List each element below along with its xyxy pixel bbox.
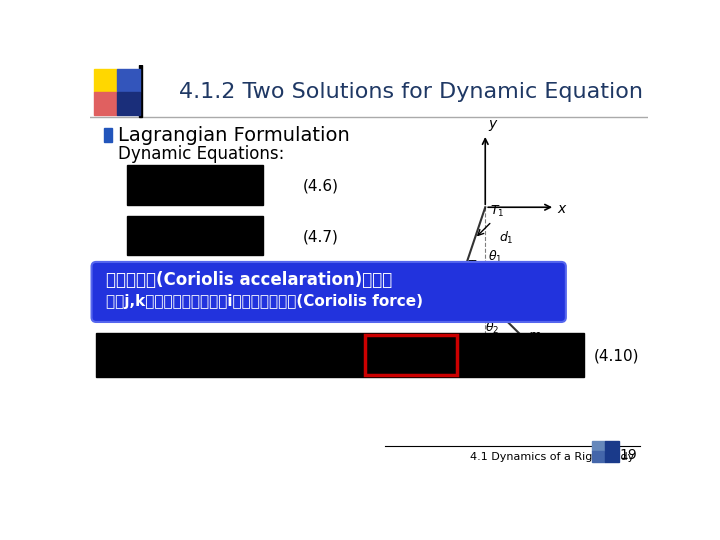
Bar [117,69,140,92]
Bar [606,441,618,451]
Text: 关节j,k的速度引起的在关节i上产生的哥氏力(Coriolis force): 关节j,k的速度引起的在关节i上产生的哥氏力(Coriolis force) [106,294,423,309]
Bar [127,165,263,205]
Text: $m_1$: $m_1$ [466,269,485,282]
Text: $T_1$: $T_1$ [490,204,505,219]
Bar [104,128,112,142]
Bar [117,92,140,115]
Text: $m_2$: $m_2$ [528,330,546,344]
Text: $(x_2, y_2)$: $(x_2, y_2)$ [513,342,552,356]
Text: 4.1.2 Two Solutions for Dynamic Equation: 4.1.2 Two Solutions for Dynamic Equation [179,82,643,102]
Text: 哥氏加速度(Coriolis accelaration)系数：: 哥氏加速度(Coriolis accelaration)系数： [106,272,392,289]
Bar [606,451,618,462]
Text: $T_2$: $T_2$ [467,259,481,274]
Text: 19: 19 [620,448,637,462]
Bar [139,65,142,117]
Text: (4.7): (4.7) [303,229,339,244]
Text: 4.1 Dynamics of a Rigid Body: 4.1 Dynamics of a Rigid Body [469,453,634,462]
Text: $\theta_2$: $\theta_2$ [485,320,500,336]
Bar [94,69,117,92]
Bar [96,333,585,377]
Text: Dynamic Equations:: Dynamic Equations: [118,145,284,163]
Bar [365,335,456,375]
Text: $g$: $g$ [454,289,465,305]
Text: $y$: $y$ [488,118,499,132]
Bar [94,92,117,115]
Text: $d_2$: $d_2$ [500,307,516,323]
Text: (4.10): (4.10) [594,348,639,363]
Bar [593,451,606,462]
Text: Lagrangian Formulation: Lagrangian Formulation [118,126,350,145]
Bar [127,217,263,255]
Text: $x$: $x$ [557,202,568,216]
Text: $(x_1, y_1)$: $(x_1, y_1)$ [419,274,459,288]
Bar [593,441,606,451]
Text: (4.6): (4.6) [303,178,339,193]
Bar [365,335,456,375]
Text: $d_1$: $d_1$ [499,230,514,246]
FancyBboxPatch shape [91,262,566,322]
Text: $\theta_1$: $\theta_1$ [487,249,502,265]
